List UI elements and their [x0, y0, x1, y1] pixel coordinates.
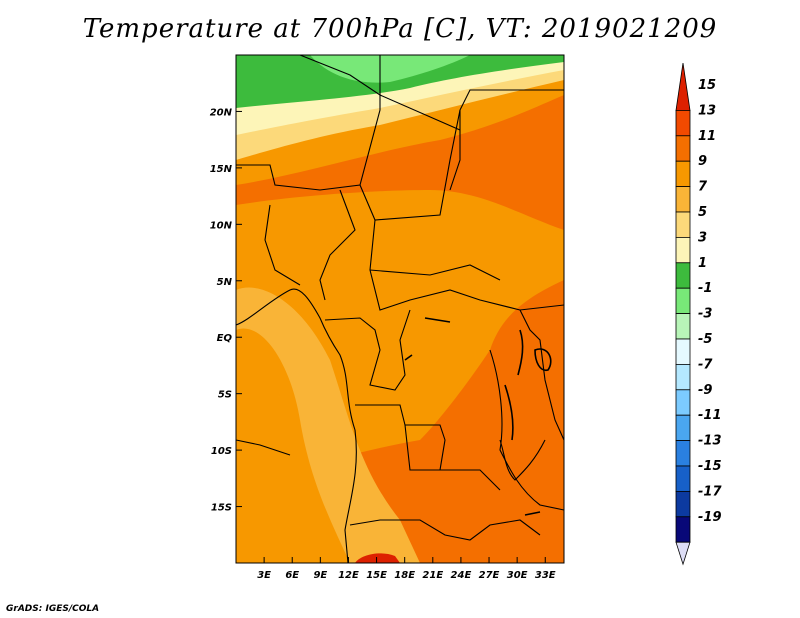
lon-axis: 3E 6E 9E 12E 15E 18E 21E 24E 27E 30E 33E — [257, 557, 556, 581]
colorbar-label: -15 — [698, 459, 722, 474]
colorbar-swatch — [675, 465, 691, 492]
colorbar-swatch — [675, 262, 691, 289]
lon-tick-label: 3E — [257, 570, 271, 581]
lat-tick-label: EQ — [217, 333, 233, 344]
band-1-3 — [236, 55, 564, 108]
lat-tick-label: 10N — [210, 220, 233, 231]
lat-tick-label: 10S — [211, 446, 232, 457]
colorbar-label: -5 — [698, 332, 712, 347]
colorbar-label: -1 — [698, 281, 712, 296]
colorbar-label: -17 — [698, 484, 722, 499]
colorbar-label: 3 — [698, 230, 707, 245]
hot-spot-south — [355, 553, 400, 563]
colorbar-label: 15 — [698, 78, 716, 93]
lat-tick-label: 5N — [217, 277, 233, 288]
colorbar-label: 1 — [698, 256, 707, 271]
country-borders — [236, 55, 564, 563]
map-frame — [235, 54, 565, 564]
colorbar-swatch — [675, 135, 691, 162]
lon-tick-label: 12E — [338, 570, 359, 581]
map-title: Temperature at 700hPa [C], VT: 201902120… — [82, 14, 718, 44]
lon-tick-label: 30E — [507, 570, 528, 581]
lat-axis: 20N 15N 10N 5N EQ 5S 10S 15S — [210, 107, 242, 514]
colorbar-swatch — [675, 287, 691, 315]
colorbar-label: -13 — [698, 434, 722, 449]
colorbar-label: 7 — [698, 180, 708, 195]
lon-tick-label: 24E — [451, 570, 472, 581]
lon-tick-label: 18E — [394, 570, 415, 581]
colorbar-swatch — [675, 338, 691, 365]
colorbar-swatch — [675, 516, 691, 543]
colorbar-swatch — [675, 211, 691, 238]
colorbar-label: -9 — [698, 383, 712, 398]
lat-tick-label: 15S — [211, 503, 232, 514]
lat-tick-label: 20N — [210, 107, 233, 118]
band-9-11-southwest — [236, 328, 350, 563]
colorbar-swatch — [675, 414, 691, 442]
colorbar-label: 13 — [698, 103, 716, 118]
lon-tick-label: 27E — [479, 570, 500, 581]
colorbar-swatch — [675, 440, 691, 467]
colorbar-swatch — [675, 490, 691, 518]
colorbar-label: -3 — [698, 307, 712, 322]
colorbar-swatch — [675, 363, 691, 391]
temperature-field — [236, 55, 564, 563]
band-11-13-north — [236, 95, 564, 230]
colorbar-label: -11 — [698, 408, 722, 423]
colorbar-swatch — [675, 160, 691, 187]
lakes — [404, 317, 552, 516]
colorbar: 15 13 11 9 7 5 3 1 -1 -3 -5 -7 -9 -11 -13 -15 -17 -19 — [675, 62, 722, 566]
colorbar-label: 9 — [698, 154, 707, 169]
colorbar-swatch — [675, 110, 691, 137]
colorbar-swatch — [675, 389, 691, 416]
lat-tick-label: 15N — [210, 164, 233, 175]
lon-tick-label: 15E — [366, 570, 387, 581]
colorbar-arrow-bottom — [675, 541, 691, 566]
band-neg1-1 — [310, 55, 470, 83]
colorbar-swatch — [675, 186, 691, 213]
colorbar-label: -7 — [698, 357, 713, 372]
lon-tick-label: 6E — [285, 570, 299, 581]
colorbar-swatch — [675, 313, 691, 340]
lon-tick-label: 33E — [535, 570, 556, 581]
lat-tick-label: 5S — [218, 390, 232, 401]
colorbar-arrow-top — [675, 62, 691, 111]
colorbar-label: 11 — [698, 129, 716, 144]
lon-tick-label: 21E — [422, 570, 443, 581]
colorbar-swatch — [675, 236, 691, 264]
colorbar-label: -19 — [698, 510, 722, 525]
lon-tick-label: 9E — [313, 570, 327, 581]
grads-credit: GrADS: IGES/COLA — [6, 604, 100, 614]
colorbar-label: 5 — [698, 205, 707, 220]
